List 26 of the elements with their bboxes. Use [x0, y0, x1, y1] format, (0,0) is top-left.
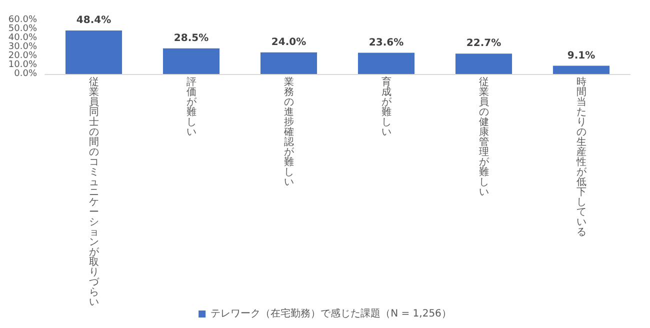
y-tick-label: 50.0%: [8, 24, 38, 34]
y-tick-label: 20.0%: [8, 51, 38, 61]
bar: [552, 66, 610, 74]
bar: [162, 48, 220, 74]
x-tick-label: 育成が難しい: [380, 77, 392, 138]
data-label: 28.5%: [174, 32, 209, 44]
y-tick-label: 10.0%: [8, 60, 38, 70]
bar: [455, 54, 512, 74]
data-label: 9.1%: [567, 50, 596, 62]
data-label: 23.6%: [368, 37, 404, 48]
y-tick-label: 0.0%: [14, 69, 38, 79]
category-label: 業務の進捗確認が難しい: [284, 77, 294, 188]
y-tick-label: 40.0%: [8, 33, 38, 43]
category-label: 従業員の健康管理が難しい: [478, 77, 489, 198]
bar: [65, 30, 122, 74]
y-tick-label: 60.0%: [8, 15, 38, 25]
bar: [260, 52, 318, 74]
y-tick-label: 30.0%: [8, 42, 38, 52]
category-label: 時間当たりの生産性が低下している: [576, 77, 586, 238]
data-label: 48.4%: [76, 14, 112, 26]
data-label: 22.7%: [466, 38, 502, 50]
bar: [358, 52, 415, 74]
legend-label: テレワーク（在宅勤務）で感じた課題（N = 1,256）: [210, 308, 452, 320]
x-tick-label: 評価が難しい: [186, 77, 197, 138]
category-label: 従業員同士の間のコミュニケーションが取りづらい: [88, 77, 99, 308]
data-label: 24.0%: [271, 36, 306, 48]
